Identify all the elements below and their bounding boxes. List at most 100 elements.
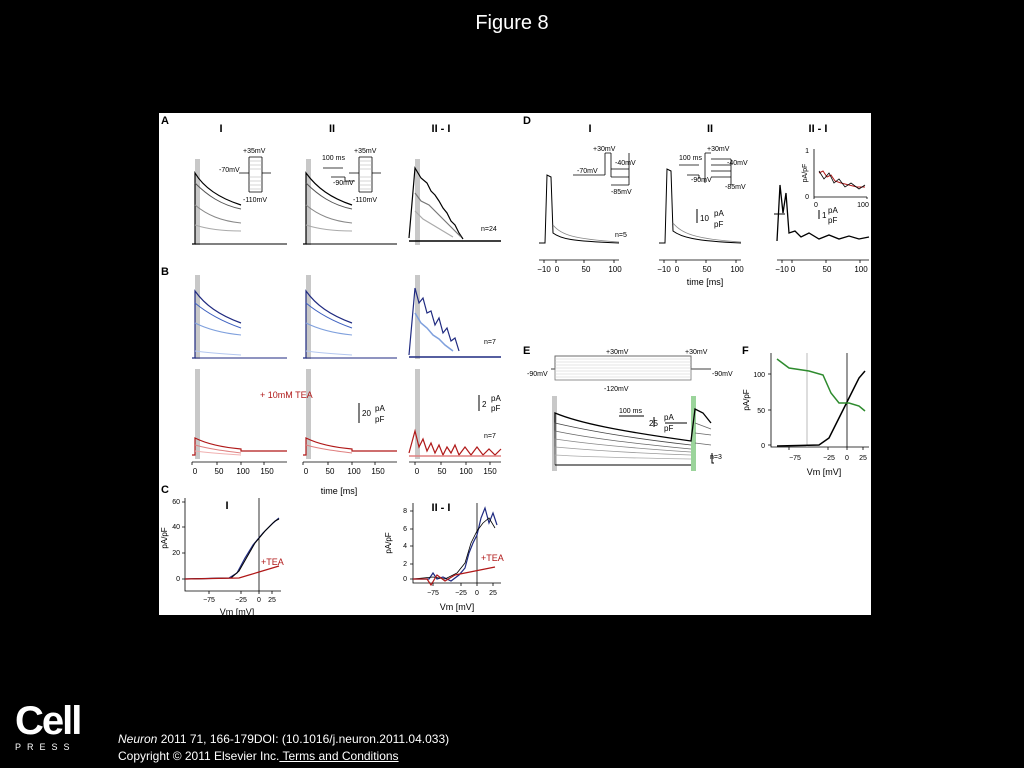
col-header-d-ii: II bbox=[707, 123, 713, 135]
svg-text:−25: −25 bbox=[235, 597, 247, 604]
svg-text:-120mV: -120mV bbox=[604, 386, 629, 393]
time-axis-ticks: 0 50 100 150 0 50 100 150 0 50 100 150 bbox=[193, 467, 497, 476]
svg-text:50: 50 bbox=[326, 467, 335, 476]
svg-text:pF: pF bbox=[714, 220, 723, 229]
svg-text:0: 0 bbox=[257, 597, 261, 604]
panel-letter-b: B bbox=[161, 266, 169, 278]
svg-text:−25: −25 bbox=[455, 590, 467, 597]
svg-text:100: 100 bbox=[857, 202, 869, 209]
citation-ref: 2011 71, 166-179DOI: (10.1016/j.neuron.2… bbox=[157, 732, 450, 746]
c-ii-i-ylabel: pA/pF bbox=[384, 532, 393, 553]
n-label-e: n=3 bbox=[710, 454, 722, 461]
col-header-c-ii-i: II - I bbox=[432, 502, 451, 514]
svg-text:pA: pA bbox=[828, 206, 838, 215]
panel-a-protocol-labels: +35mV -70mV -110mV 100 ms +35mV -90mV -1… bbox=[219, 148, 377, 204]
svg-text:150: 150 bbox=[371, 467, 385, 476]
svg-text:50: 50 bbox=[582, 265, 591, 274]
svg-text:25: 25 bbox=[859, 455, 867, 462]
n-label-b: n=7 bbox=[484, 339, 496, 346]
figure-panel: A B C D E F I II II - I I II II - I I II… bbox=[159, 113, 871, 615]
svg-text:-70mV: -70mV bbox=[219, 167, 240, 174]
cell-press-logo: Cell PRESS bbox=[15, 699, 83, 752]
svg-text:6: 6 bbox=[403, 526, 407, 533]
panel-f-yticks: 100 50 0 bbox=[753, 372, 765, 450]
svg-text:100: 100 bbox=[730, 265, 744, 274]
svg-text:-110mV: -110mV bbox=[243, 197, 267, 204]
svg-text:0: 0 bbox=[176, 576, 180, 583]
svg-text:25: 25 bbox=[489, 590, 497, 597]
col-header-a-i: I bbox=[219, 123, 222, 135]
svg-text:pA: pA bbox=[375, 404, 385, 413]
svg-text:0: 0 bbox=[791, 265, 796, 274]
svg-text:pA: pA bbox=[664, 413, 674, 422]
svg-text:100 ms: 100 ms bbox=[619, 408, 642, 415]
svg-text:-90mV: -90mV bbox=[527, 371, 548, 378]
c-ii-i-yticks: 8 6 4 2 0 bbox=[403, 508, 407, 583]
svg-text:50: 50 bbox=[703, 265, 712, 274]
svg-text:-110mV: -110mV bbox=[353, 197, 377, 204]
c-i-yticks: 60 40 20 0 bbox=[172, 499, 180, 583]
svg-text:4: 4 bbox=[403, 543, 407, 550]
svg-text:25: 25 bbox=[268, 597, 276, 604]
svg-text:−75: −75 bbox=[203, 597, 215, 604]
svg-text:−25: −25 bbox=[823, 455, 835, 462]
svg-text:+30mV: +30mV bbox=[707, 146, 730, 153]
panel-f-ylabel: pA/pF bbox=[742, 389, 751, 410]
svg-text:+30mV: +30mV bbox=[593, 146, 616, 153]
svg-text:-70mV: -70mV bbox=[577, 168, 598, 175]
svg-text:100 ms: 100 ms bbox=[679, 155, 702, 162]
logo-word: Cell bbox=[15, 699, 82, 743]
svg-text:+35mV: +35mV bbox=[354, 148, 377, 155]
col-header-a-ii-i: II - I bbox=[432, 123, 451, 135]
svg-text:20: 20 bbox=[362, 409, 371, 418]
svg-text:pF: pF bbox=[375, 415, 384, 424]
svg-text:pF: pF bbox=[664, 424, 673, 433]
svg-text:−10: −10 bbox=[537, 265, 551, 274]
svg-text:-90mV: -90mV bbox=[712, 371, 733, 378]
c-ii-i-xticks: −75 −25 0 25 bbox=[427, 590, 497, 597]
terms-link[interactable]: Terms and Conditions bbox=[279, 749, 399, 763]
svg-text:40: 40 bbox=[172, 524, 180, 531]
svg-text:100: 100 bbox=[459, 467, 473, 476]
panel-d-inset-labels: 1 0 0 100 pA/pF bbox=[802, 148, 869, 209]
c-i-xticks: −75 −25 0 25 bbox=[203, 597, 276, 604]
panel-e-traces bbox=[554, 408, 712, 466]
figure-svg: A B C D E F I II II - I I II II - I I II… bbox=[160, 115, 870, 615]
svg-text:10: 10 bbox=[700, 214, 709, 223]
svg-text:100: 100 bbox=[236, 467, 250, 476]
svg-text:+30mV: +30mV bbox=[685, 349, 708, 356]
svg-text:100: 100 bbox=[608, 265, 622, 274]
svg-text:0: 0 bbox=[193, 467, 198, 476]
c-i-xlabel: Vm [mV] bbox=[220, 607, 255, 615]
panel-letter-e: E bbox=[523, 345, 530, 357]
svg-text:100: 100 bbox=[854, 265, 868, 274]
svg-text:60: 60 bbox=[172, 499, 180, 506]
svg-text:100: 100 bbox=[347, 467, 361, 476]
panel-tea-traces bbox=[192, 428, 502, 457]
panel-b-traces bbox=[192, 287, 501, 359]
svg-text:8: 8 bbox=[403, 508, 407, 515]
svg-text:20: 20 bbox=[172, 550, 180, 557]
svg-text:0: 0 bbox=[761, 443, 765, 450]
svg-text:−10: −10 bbox=[775, 265, 789, 274]
n-label-a: n=24 bbox=[481, 226, 497, 233]
svg-text:+35mV: +35mV bbox=[243, 148, 266, 155]
svg-text:pA: pA bbox=[491, 394, 501, 403]
svg-text:0: 0 bbox=[475, 590, 479, 597]
panel-letter-c: C bbox=[161, 484, 169, 496]
svg-text:2: 2 bbox=[482, 400, 487, 409]
svg-text:-90mV: -90mV bbox=[691, 177, 712, 184]
panel-f-xlabel: Vm [mV] bbox=[807, 467, 842, 477]
panel-a-traces bbox=[192, 166, 501, 245]
svg-text:0: 0 bbox=[304, 467, 309, 476]
svg-text:-85mV: -85mV bbox=[725, 184, 746, 191]
svg-text:pF: pF bbox=[828, 216, 837, 225]
col-header-c-i: I bbox=[225, 500, 228, 512]
panel-e-protocol-labels: +30mV +30mV -90mV -90mV -120mV 100 ms n=… bbox=[527, 349, 733, 461]
svg-text:1: 1 bbox=[822, 211, 827, 220]
svg-text:pA/pF: pA/pF bbox=[802, 164, 809, 183]
svg-text:100 ms: 100 ms bbox=[322, 155, 345, 162]
d-axis-ticks: −10 0 50 100 −10 0 50 100 −10 0 50 100 bbox=[537, 265, 868, 274]
slide-title: Figure 8 bbox=[475, 12, 549, 34]
time-axis-label-d: time [ms] bbox=[687, 277, 724, 287]
